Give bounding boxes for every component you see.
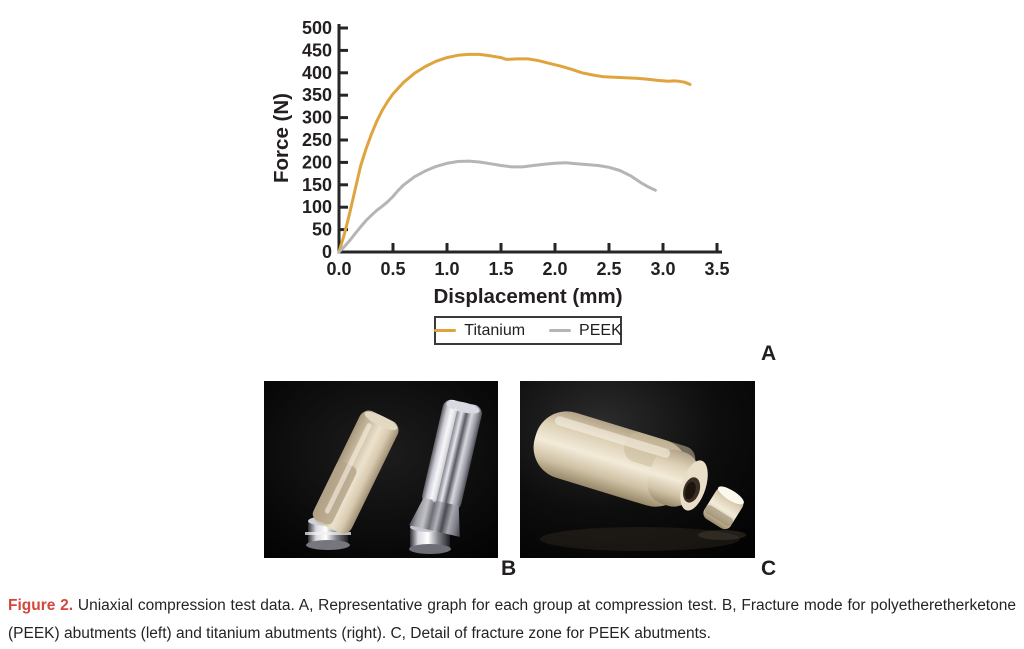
legend-line-swatch	[434, 329, 457, 332]
titanium-abutment	[409, 399, 482, 537]
caption-figure-label: Figure 2.	[8, 597, 74, 614]
panel-label-b: B	[501, 557, 517, 580]
panel-label-c: C	[761, 557, 777, 580]
y-tick-label: 400	[302, 63, 332, 83]
table-reflection	[540, 527, 740, 551]
x-tick-label: 0.5	[380, 259, 405, 279]
x-tick-label: 3.5	[704, 259, 729, 279]
x-tick-label: 2.0	[542, 259, 567, 279]
figure-caption: Figure 2. Uniaxial compression test data…	[8, 592, 1016, 648]
y-axis-title: Force (N)	[270, 93, 293, 183]
x-tick-label: 0.0	[326, 259, 351, 279]
photo-c-fracture-zone	[520, 381, 755, 558]
x-tick-label: 2.5	[596, 259, 621, 279]
y-tick-label: 250	[302, 130, 332, 150]
peek-abutment-body	[533, 411, 708, 511]
peek-abutment	[312, 410, 399, 534]
y-tick-label: 350	[302, 85, 332, 105]
photo-b-fracture-mode	[264, 381, 498, 558]
legend-label: Titanium	[464, 321, 526, 339]
legend-label: PEEK	[579, 321, 622, 339]
legend-item-peek: PEEK	[549, 322, 622, 340]
y-tick-label: 200	[302, 152, 332, 172]
legend-line-swatch	[549, 329, 572, 332]
y-tick-label: 500	[302, 18, 332, 38]
x-tick-label: 1.0	[434, 259, 459, 279]
y-tick-label: 300	[302, 108, 332, 128]
y-tick-label: 150	[302, 175, 332, 195]
peek-fractured-fragment	[703, 486, 744, 530]
y-tick-label: 450	[302, 40, 332, 60]
x-axis-title: Displacement (mm)	[433, 285, 622, 308]
y-tick-label: 0	[322, 242, 332, 262]
x-tick-label: 1.5	[488, 259, 513, 279]
panel-label-a: A	[761, 342, 777, 365]
fragment-reflection	[698, 530, 746, 540]
caption-line-2: (PEEK) abutments (left) and titanium abu…	[8, 625, 711, 642]
series-line-titanium	[337, 52, 692, 254]
caption-line-1: Figure 2. Uniaxial compression test data…	[8, 592, 1016, 620]
caption-text-1: Uniaxial compression test data. A, Repre…	[77, 597, 1016, 614]
legend-item-titanium: Titanium	[434, 322, 525, 340]
series-line-peek	[337, 159, 657, 254]
chart-legend: Titanium PEEK	[434, 316, 622, 345]
x-tick-label: 3.0	[650, 259, 675, 279]
y-tick-label: 50	[312, 220, 332, 240]
y-tick-label: 100	[302, 197, 332, 217]
